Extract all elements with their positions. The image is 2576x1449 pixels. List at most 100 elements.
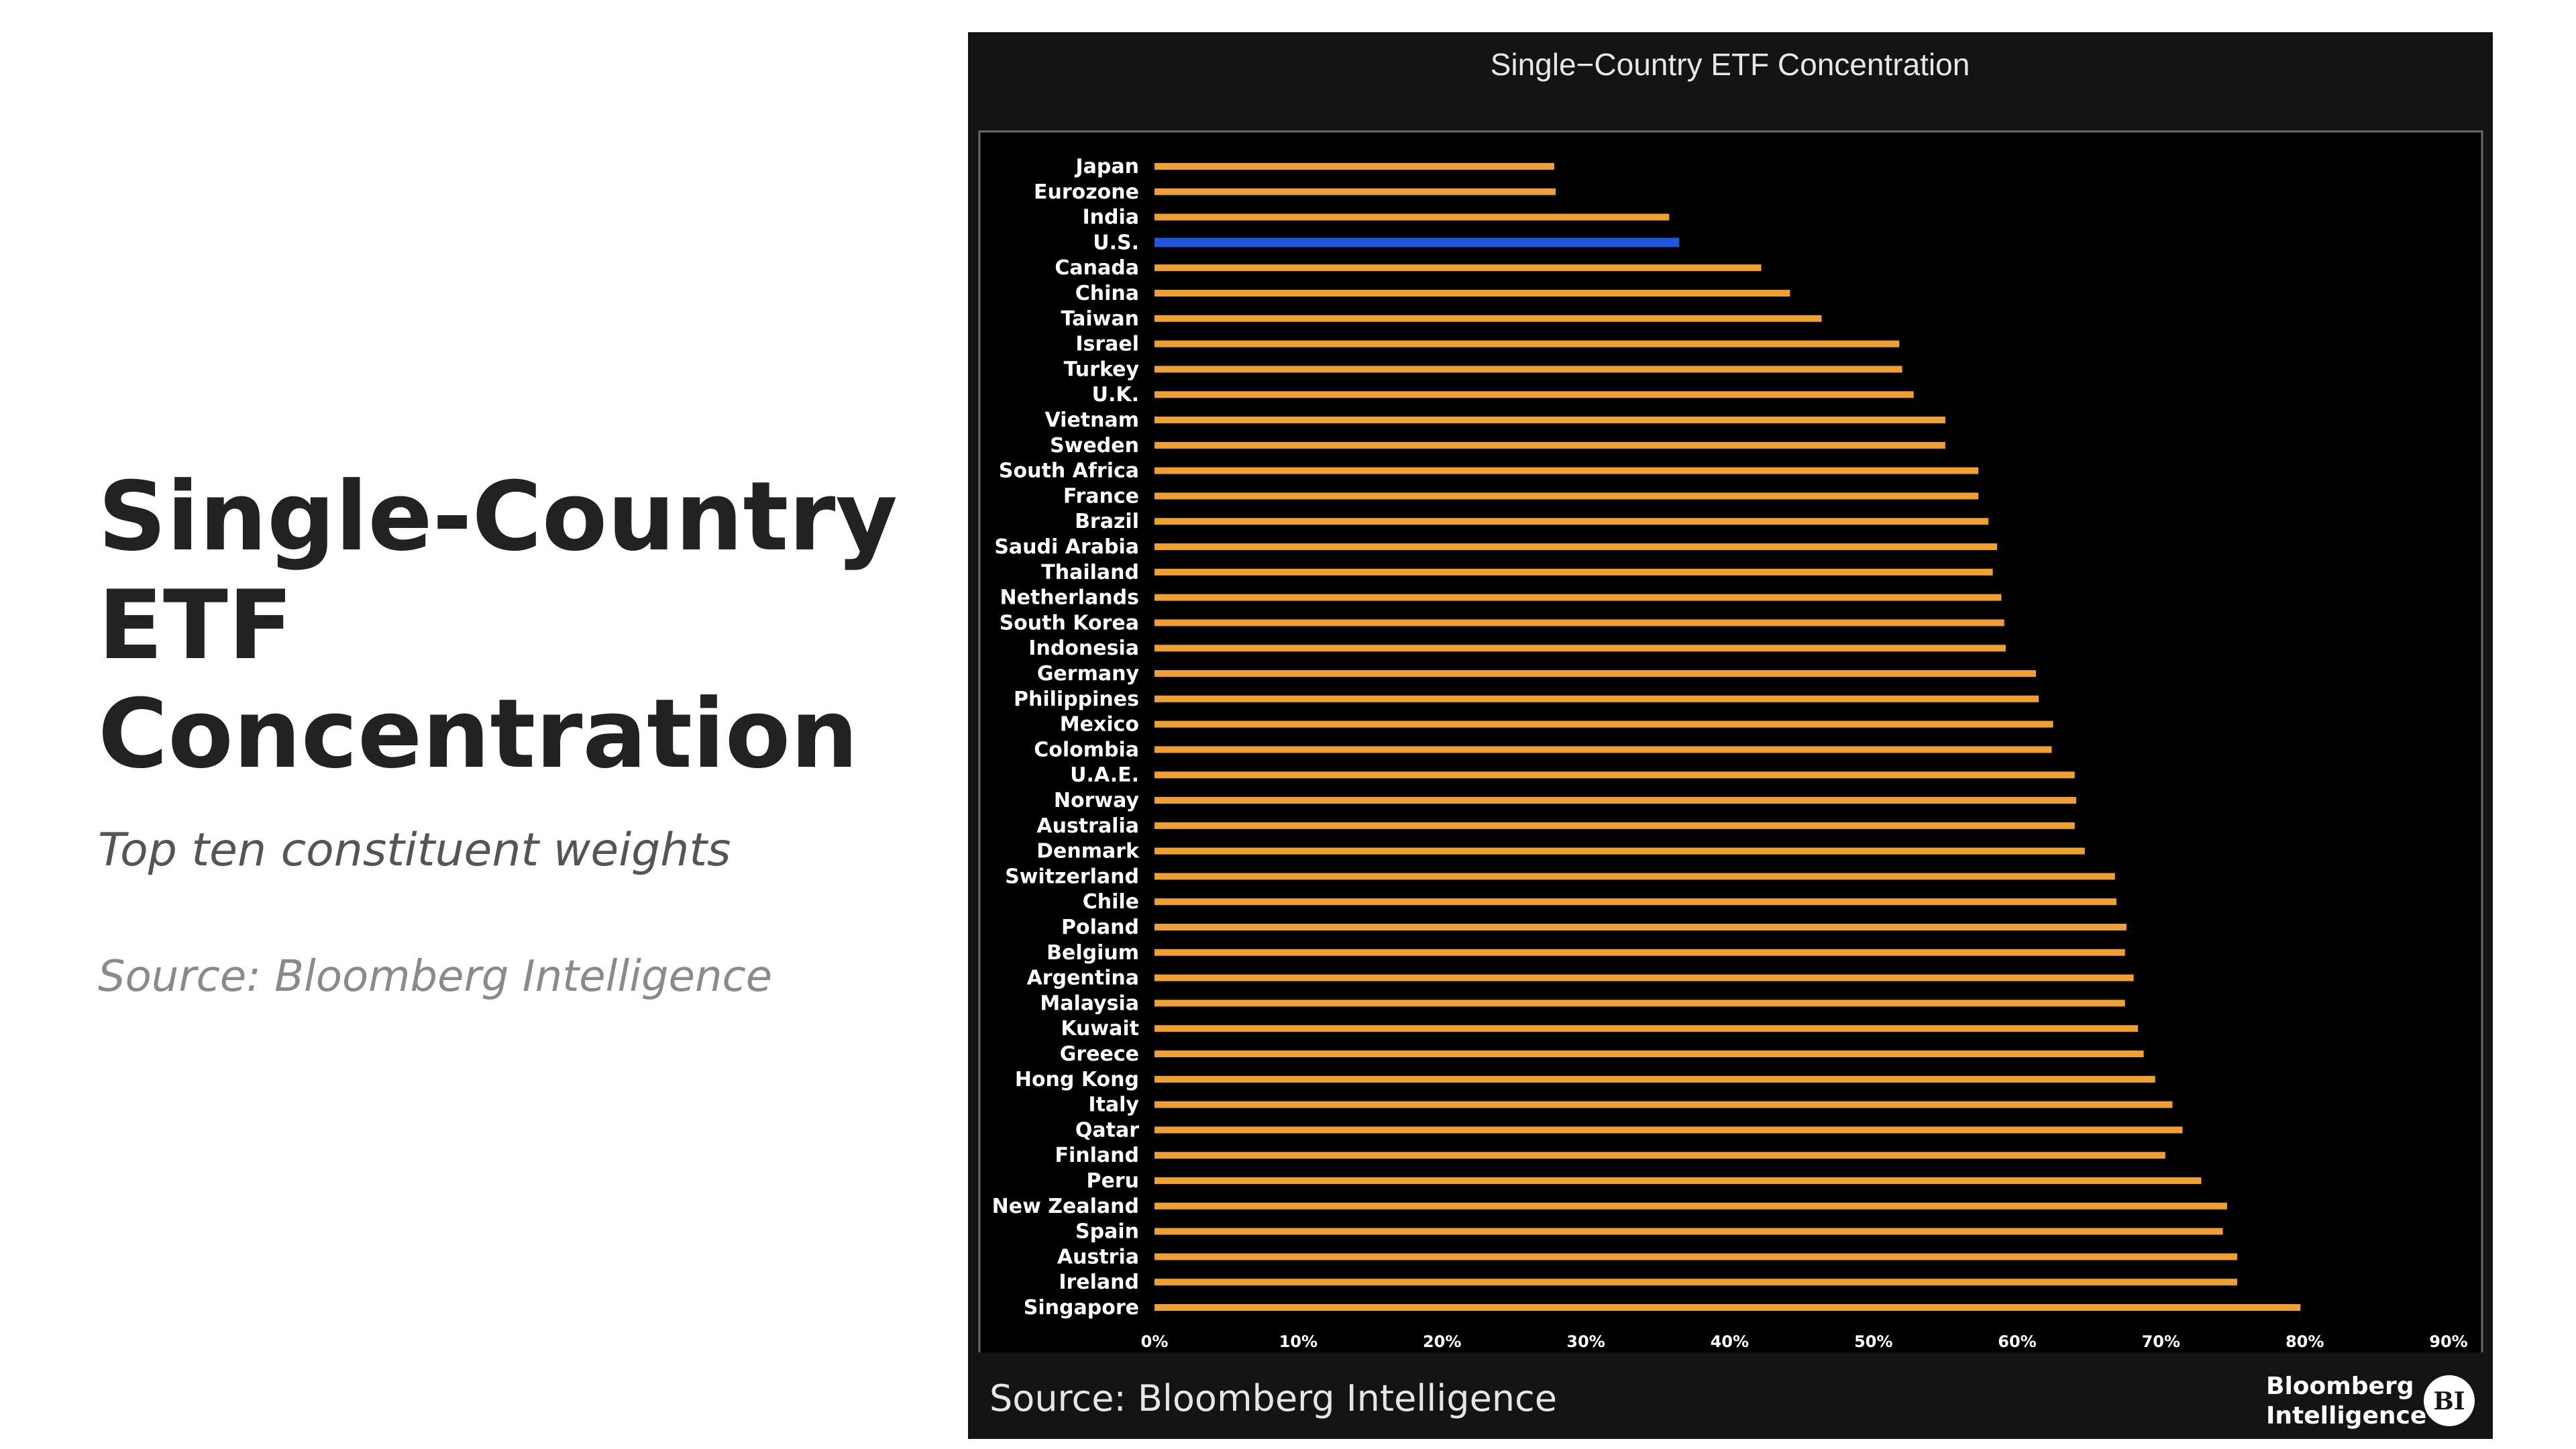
category-label-china: China (1075, 282, 1139, 305)
category-label-singapore: Singapore (1024, 1296, 1139, 1320)
x-tick-label-60: 60% (1998, 1332, 2036, 1351)
category-label-belgium: Belgium (1046, 941, 1139, 965)
bar-eurozone (1155, 188, 1556, 195)
category-label-new-zealand: New Zealand (992, 1195, 1139, 1218)
category-label-hong-kong: Hong Kong (1015, 1068, 1139, 1091)
bar-saudi-arabia (1155, 543, 1997, 550)
bar-kuwait (1155, 1025, 2139, 1032)
bar-chart: Single−Country ETF Concentration JapanEu… (968, 32, 2493, 1439)
bar-norway (1155, 797, 2076, 804)
bar-taiwan (1155, 315, 1822, 322)
bar-peru (1155, 1177, 2202, 1184)
slide-text-panel: Single-Country ETF Concentration Top ten… (98, 463, 936, 1002)
x-tick-label-50: 50% (1854, 1332, 1892, 1351)
bar-australia (1155, 822, 2075, 829)
brand-name-line1: Bloomberg (2266, 1373, 2414, 1400)
slide-subtitle: Top ten constituent weights (98, 824, 731, 877)
bar-thailand (1155, 568, 1993, 576)
category-label-taiwan: Taiwan (1061, 307, 1139, 331)
bars-group (1155, 163, 2301, 1311)
bar-ireland (1155, 1279, 2237, 1286)
category-label-canada: Canada (1055, 256, 1139, 280)
bar-netherlands (1155, 594, 2002, 601)
category-label-argentina: Argentina (1027, 967, 1139, 990)
x-tick-label-10: 10% (1279, 1332, 1318, 1351)
x-tick-label-80: 80% (2286, 1332, 2324, 1351)
bar-hong-kong (1155, 1075, 2155, 1083)
bar-belgium (1155, 949, 2125, 956)
bar-chile (1155, 898, 2116, 906)
category-label-chile: Chile (1083, 890, 1139, 914)
category-label-colombia: Colombia (1034, 738, 1139, 761)
category-label-finland: Finland (1055, 1144, 1140, 1167)
bar-u-a-e (1155, 771, 2075, 779)
plot-area (978, 130, 2483, 1406)
bar-u-k (1155, 391, 1914, 398)
bar-colombia (1155, 746, 2052, 753)
x-tick-label-40: 40% (1711, 1332, 1749, 1351)
slide-title: Single-Country ETF Concentration (98, 462, 898, 790)
bar-mexico (1155, 720, 2053, 728)
category-label-indonesia: Indonesia (1028, 637, 1139, 660)
category-label-netherlands: Netherlands (1000, 586, 1139, 610)
bar-france (1155, 492, 1979, 500)
x-tick-label-0: 0% (1141, 1332, 1169, 1351)
category-label-malaysia: Malaysia (1040, 991, 1139, 1015)
bar-spain (1155, 1228, 2223, 1235)
x-tick-label-90: 90% (2429, 1332, 2467, 1351)
bar-south-africa (1155, 467, 1979, 474)
category-label-denmark: Denmark (1036, 840, 1140, 863)
bar-greece (1155, 1051, 2144, 1057)
x-axis-ticks-group: 0% 10% 20% 30% 40% 50% 60% 70% 80% 90% (1141, 1332, 2468, 1351)
bar-austria (1155, 1253, 2237, 1260)
bar-south-korea (1155, 619, 2004, 627)
bar-u-s (1155, 237, 1680, 248)
category-label-peru: Peru (1087, 1169, 1140, 1193)
category-label-philippines: Philippines (1014, 688, 1139, 711)
category-label-norway: Norway (1054, 789, 1140, 812)
category-label-mexico: Mexico (1060, 713, 1139, 737)
bar-turkey (1155, 366, 1902, 373)
category-label-france: France (1063, 484, 1139, 508)
bar-sweden (1155, 441, 1945, 449)
category-label-south-africa: South Africa (999, 460, 1139, 483)
slide-source: Source: Bloomberg Intelligence (98, 952, 773, 1002)
category-label-qatar: Qatar (1075, 1118, 1139, 1142)
category-label-austria: Austria (1057, 1245, 1139, 1269)
bar-argentina (1155, 974, 2134, 981)
category-label-switzerland: Switzerland (1005, 865, 1139, 888)
bar-denmark (1155, 847, 2085, 855)
chart-footer (968, 1352, 2493, 1439)
bar-china (1155, 290, 1790, 297)
category-label-turkey: Turkey (1064, 358, 1140, 381)
category-label-greece: Greece (1060, 1042, 1139, 1066)
bar-brazil (1155, 518, 1989, 525)
category-label-sweden: Sweden (1050, 434, 1139, 458)
category-labels-group: JapanEurozoneIndiaU.S.CanadaChinaTaiwanI… (992, 155, 1140, 1320)
category-label-thailand: Thailand (1041, 561, 1139, 584)
bar-singapore (1155, 1304, 2301, 1311)
bi-logo-icon (2424, 1375, 2475, 1426)
category-label-spain: Spain (1075, 1220, 1139, 1244)
bar-italy (1155, 1101, 2173, 1108)
category-label-kuwait: Kuwait (1061, 1017, 1139, 1040)
bar-philippines (1155, 695, 2039, 702)
bar-israel (1155, 340, 1900, 347)
category-label-india: India (1082, 206, 1139, 229)
bar-poland (1155, 924, 2127, 930)
bar-canada (1155, 264, 1762, 272)
category-label-japan: Japan (1075, 155, 1139, 178)
bar-malaysia (1155, 1000, 2125, 1007)
x-tick-label-30: 30% (1566, 1332, 1605, 1351)
x-tick-label-70: 70% (2142, 1332, 2180, 1351)
category-label-israel: Israel (1075, 333, 1139, 356)
category-label-u-k: U.K. (1092, 383, 1139, 407)
bar-switzerland (1155, 873, 2115, 880)
category-label-south-korea: South Korea (1000, 611, 1139, 635)
chart-source: Source: Bloomberg Intelligence (989, 1377, 1557, 1419)
category-label-italy: Italy (1088, 1093, 1139, 1117)
category-label-poland: Poland (1061, 916, 1139, 939)
bar-germany (1155, 670, 2036, 677)
bar-indonesia (1155, 645, 2006, 652)
